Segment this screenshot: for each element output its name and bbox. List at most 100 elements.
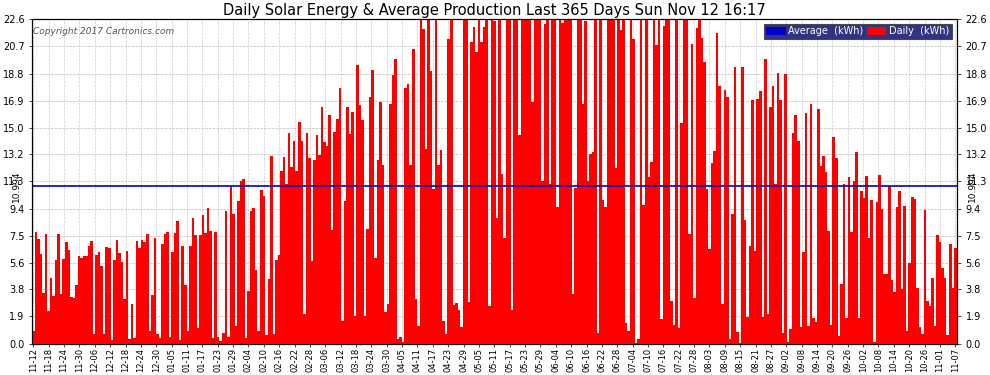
Bar bbox=[825, 172, 828, 344]
Bar bbox=[539, 19, 542, 344]
Bar bbox=[270, 156, 272, 344]
Bar bbox=[643, 206, 645, 344]
Bar bbox=[909, 262, 911, 344]
Bar bbox=[594, 19, 597, 344]
Bar bbox=[531, 102, 534, 344]
Bar bbox=[754, 251, 756, 344]
Bar bbox=[610, 19, 612, 344]
Bar bbox=[339, 88, 342, 344]
Bar bbox=[574, 188, 576, 344]
Bar bbox=[131, 304, 134, 344]
Bar bbox=[290, 167, 293, 344]
Bar bbox=[896, 207, 898, 344]
Bar bbox=[415, 299, 417, 344]
Bar bbox=[438, 165, 440, 344]
Bar bbox=[838, 336, 841, 344]
Bar bbox=[742, 67, 743, 344]
Bar bbox=[478, 19, 480, 344]
Bar bbox=[886, 274, 888, 344]
Bar bbox=[526, 19, 529, 344]
Bar bbox=[764, 59, 766, 344]
Bar bbox=[379, 102, 381, 344]
Bar bbox=[457, 310, 460, 344]
Bar bbox=[293, 141, 295, 344]
Bar bbox=[916, 288, 919, 344]
Bar bbox=[857, 318, 860, 344]
Bar bbox=[939, 242, 941, 344]
Bar bbox=[685, 19, 688, 344]
Bar bbox=[353, 316, 356, 344]
Bar bbox=[521, 19, 524, 344]
Bar bbox=[480, 42, 483, 344]
Bar bbox=[381, 165, 384, 344]
Bar bbox=[440, 150, 443, 344]
Bar bbox=[255, 270, 257, 344]
Bar bbox=[222, 333, 225, 344]
Bar bbox=[248, 291, 249, 344]
Bar bbox=[490, 19, 493, 344]
Bar bbox=[638, 339, 640, 344]
Bar bbox=[782, 333, 784, 344]
Bar bbox=[148, 331, 151, 344]
Bar bbox=[771, 86, 774, 344]
Bar bbox=[625, 323, 628, 344]
Bar bbox=[548, 184, 551, 344]
Bar bbox=[678, 328, 680, 344]
Bar bbox=[404, 88, 407, 344]
Bar bbox=[721, 304, 724, 344]
Bar bbox=[394, 59, 397, 344]
Bar bbox=[52, 296, 54, 344]
Bar bbox=[820, 166, 823, 344]
Legend: Average  (kWh), Daily  (kWh): Average (kWh), Daily (kWh) bbox=[763, 24, 951, 39]
Bar bbox=[924, 210, 927, 344]
Bar bbox=[397, 339, 399, 344]
Bar bbox=[647, 177, 650, 344]
Bar bbox=[932, 279, 934, 344]
Bar bbox=[708, 249, 711, 344]
Bar bbox=[582, 104, 584, 344]
Bar bbox=[787, 342, 789, 344]
Bar bbox=[427, 19, 430, 344]
Bar bbox=[192, 218, 194, 344]
Bar bbox=[249, 211, 252, 344]
Bar bbox=[810, 104, 812, 344]
Bar bbox=[410, 165, 412, 344]
Bar bbox=[425, 149, 427, 344]
Bar bbox=[402, 342, 404, 344]
Text: Copyright 2017 Cartronics.com: Copyright 2017 Cartronics.com bbox=[33, 27, 174, 36]
Bar bbox=[129, 339, 131, 344]
Bar bbox=[32, 332, 35, 344]
Bar bbox=[645, 19, 647, 344]
Bar bbox=[802, 252, 805, 344]
Bar bbox=[470, 42, 473, 344]
Bar bbox=[184, 285, 186, 344]
Bar bbox=[70, 297, 72, 344]
Bar bbox=[146, 234, 148, 344]
Bar bbox=[40, 254, 43, 344]
Bar bbox=[746, 317, 748, 344]
Bar bbox=[186, 330, 189, 344]
Bar bbox=[698, 19, 701, 344]
Bar bbox=[57, 234, 60, 344]
Bar bbox=[232, 214, 235, 344]
Bar bbox=[891, 280, 893, 344]
Bar bbox=[475, 52, 478, 344]
Bar bbox=[348, 134, 351, 344]
Bar bbox=[267, 279, 270, 344]
Bar bbox=[166, 232, 169, 344]
Bar bbox=[90, 242, 93, 344]
Bar bbox=[313, 160, 316, 344]
Bar bbox=[435, 19, 438, 344]
Bar bbox=[673, 325, 675, 344]
Bar bbox=[620, 30, 623, 344]
Bar bbox=[675, 20, 678, 344]
Bar bbox=[45, 234, 48, 344]
Text: 10.994: 10.994 bbox=[12, 170, 21, 201]
Bar bbox=[842, 184, 845, 344]
Bar bbox=[719, 86, 721, 344]
Bar bbox=[93, 334, 95, 344]
Bar bbox=[303, 314, 306, 344]
Bar bbox=[308, 159, 311, 344]
Bar bbox=[118, 253, 121, 344]
Bar bbox=[473, 27, 475, 344]
